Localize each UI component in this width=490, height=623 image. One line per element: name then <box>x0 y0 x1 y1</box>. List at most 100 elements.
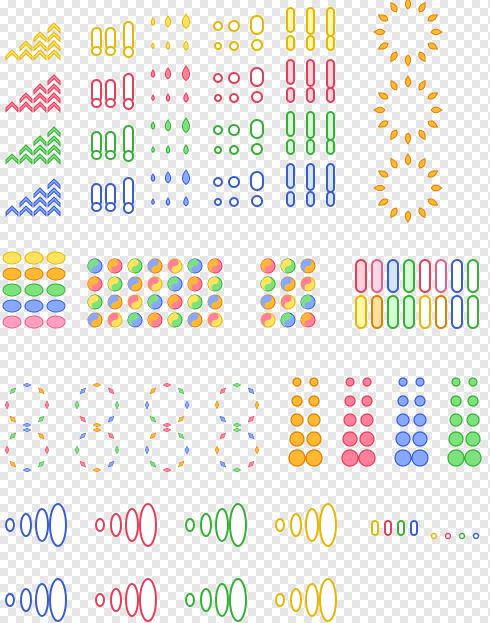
arch-gem-icon <box>105 150 116 160</box>
ball-gem-icon <box>358 449 376 467</box>
oval-hoop-gem-icon <box>139 578 157 622</box>
swirl-tile-icon <box>281 277 292 291</box>
oval-jewel-icon <box>24 267 44 281</box>
chevron-gem-icon <box>47 153 61 165</box>
oval-hoop-gem-icon <box>95 593 105 607</box>
sparkle-gem-icon <box>177 415 185 423</box>
capsule-gem-icon <box>419 295 431 329</box>
chevron-gem-icon <box>33 205 47 217</box>
ball-gem-icon <box>307 413 321 427</box>
ball-gem-icon <box>396 413 410 427</box>
chevron-gem-icon <box>33 101 47 113</box>
swirl-tile-icon <box>128 277 139 291</box>
chevron-gem-icon <box>47 101 61 113</box>
sparkle-gem-icon <box>247 432 255 440</box>
arch-gem-icon <box>91 98 102 108</box>
sparkle-gem-icon <box>4 445 10 455</box>
petal-ring-gem-icon <box>404 132 412 145</box>
chevron-gem-icon <box>19 153 33 165</box>
petal-ring-gem-icon <box>427 198 439 206</box>
sparkle-gem-icon <box>107 432 115 440</box>
bar-gem-icon <box>286 163 295 189</box>
ball-gem-icon <box>308 395 320 407</box>
drop-gem-icon <box>183 196 189 207</box>
swirl-tile-icon <box>261 259 272 273</box>
swirl-tile-icon <box>168 295 179 309</box>
swirl-tile-icon <box>281 259 292 273</box>
swirl-tile-icon <box>301 277 312 291</box>
arch-gem-icon <box>91 46 102 56</box>
drop-gem-icon <box>165 145 171 154</box>
ball-gem-icon <box>359 431 375 447</box>
sparkle-gem-icon <box>79 415 87 423</box>
bar-gem-icon <box>286 111 295 137</box>
ball-gem-icon <box>414 395 426 407</box>
chevron-gem-icon <box>33 31 47 43</box>
swirl-tile-icon <box>208 277 219 291</box>
chevron-gem-icon <box>47 135 61 147</box>
oval-jewel-icon <box>2 315 22 329</box>
bar-gem-icon <box>326 191 335 207</box>
ball-gem-icon <box>468 377 478 387</box>
sparkle-gem-icon <box>107 415 115 423</box>
ball-gem-icon <box>412 431 428 447</box>
sparkle-gem-icon <box>184 400 190 410</box>
oval-jewel-icon <box>24 315 44 329</box>
ball-gem-icon <box>464 449 482 467</box>
swirl-tile-icon <box>261 295 272 309</box>
sparkle-gem-icon <box>247 387 255 395</box>
bar-gem-icon <box>306 163 315 191</box>
chevron-gem-icon <box>33 49 47 61</box>
ball-gem-icon <box>411 449 429 467</box>
arch-gem-icon <box>123 125 134 155</box>
mini-dot-gem-icon <box>444 532 452 540</box>
bar-gem-icon <box>326 163 335 193</box>
ring-gem-icon <box>229 93 239 103</box>
swirl-tile-icon <box>88 277 99 291</box>
arch-gem-icon <box>123 73 134 103</box>
oval-gem-icon <box>251 195 263 207</box>
petal-ring-gem-icon <box>427 120 439 128</box>
swirl-tile-icon <box>108 277 119 291</box>
swirl-tile-icon <box>188 259 199 273</box>
petal-ring-gem-icon <box>430 28 443 36</box>
arch-gem-icon <box>123 202 134 214</box>
sparkle-gem-icon <box>162 382 172 388</box>
bar-gem-icon <box>306 111 315 139</box>
ring-gem-icon <box>214 146 222 154</box>
drop-gem-icon <box>151 42 155 50</box>
swirl-tile-icon <box>148 259 159 273</box>
petal-ring-gem-icon <box>390 207 398 219</box>
oval-jewel-icon <box>2 283 22 297</box>
petal-ring-gem-icon <box>418 129 426 141</box>
petal-ring-gem-icon <box>390 79 398 91</box>
oval-hoop-gem-icon <box>35 508 49 542</box>
oval-hoop-gem-icon <box>200 588 212 612</box>
sparkle-gem-icon <box>149 387 157 395</box>
ball-gem-icon <box>451 377 461 387</box>
swirl-tile-icon <box>208 259 219 273</box>
oval-gem-icon <box>250 15 264 35</box>
capsule-gem-icon <box>355 295 367 329</box>
oval-hoop-gem-icon <box>290 513 302 537</box>
oval-gem-icon <box>250 171 264 191</box>
sparkle-gem-icon <box>214 400 220 410</box>
ring-gem-icon <box>214 198 222 206</box>
oval-hoop-gem-icon <box>20 513 32 537</box>
petal-ring-gem-icon <box>430 184 443 192</box>
ball-gem-icon <box>360 413 374 427</box>
bar-gem-icon <box>286 35 295 51</box>
capsule-gem-icon <box>355 259 367 293</box>
arch-gem-icon <box>123 21 134 51</box>
capsule-gem-icon <box>387 259 399 293</box>
sparkle-gem-icon <box>37 387 45 395</box>
chevron-gem-icon <box>47 40 61 52</box>
chevron-gem-icon <box>47 31 61 43</box>
swirl-tile-icon <box>88 295 99 309</box>
petal-ring-gem-icon <box>377 42 389 50</box>
chevron-gem-icon <box>19 205 33 217</box>
ball-gem-icon <box>415 377 425 387</box>
chevron-gem-icon <box>5 153 19 165</box>
swirl-tile-icon <box>108 313 119 327</box>
